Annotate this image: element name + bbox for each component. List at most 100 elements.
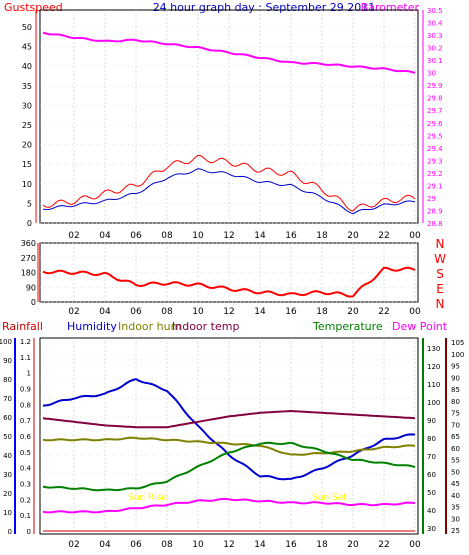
rain-y-tick: 0 — [27, 528, 31, 536]
temp-y-tick: 130 — [427, 345, 440, 353]
direction-y-tick: 270 — [21, 254, 36, 263]
direction-x-tick: 22 — [378, 307, 389, 317]
compass-label: W — [434, 252, 446, 266]
gust-y-tick: 35 — [22, 82, 32, 91]
right2-y-tick: 40 — [451, 492, 460, 500]
barometer-y-tick: 29.5 — [427, 132, 443, 140]
temp-y-tick: 50 — [427, 489, 436, 497]
climate-x-tick: 20 — [347, 540, 359, 550]
legend-dew-point: Dew Point — [392, 320, 448, 333]
climate-x-tick: 18 — [316, 540, 328, 550]
humidity-y-tick: 80 — [3, 376, 12, 384]
legend-rainfall: Rainfall — [2, 320, 43, 333]
direction-x-tick: 12 — [223, 307, 234, 317]
compass-label: E — [436, 282, 444, 296]
barometer-series — [42, 31, 416, 74]
wind-x-tick: 10 — [192, 231, 204, 241]
barometer-y-tick: 29.9 — [427, 82, 443, 90]
right2-y-tick: 90 — [451, 374, 460, 382]
right2-y-tick: 70 — [451, 421, 460, 429]
wind-series — [42, 168, 416, 215]
humidity-y-tick: 70 — [3, 395, 12, 403]
barometer-y-tick: 29.7 — [427, 107, 443, 115]
right2-y-tick: 35 — [451, 504, 460, 512]
right2-y-tick: 25 — [451, 527, 460, 535]
barometer-y-tick: 29.2 — [427, 170, 443, 178]
temp-y-tick: 80 — [427, 435, 436, 443]
direction-x-tick: 04 — [99, 307, 111, 317]
direction-x-tick: 00 — [409, 307, 421, 317]
right2-y-tick: 85 — [451, 386, 460, 394]
barometer-y-tick: 29.1 — [427, 182, 443, 190]
indoor-hum-series — [42, 436, 416, 456]
humidity-y-tick: 60 — [3, 414, 12, 422]
gust-y-tick: 0 — [27, 219, 32, 228]
climate-x-tick: 06 — [130, 540, 142, 550]
direction-y-tick: 360 — [21, 239, 36, 248]
sunset-annotation: Sun Set — [312, 493, 347, 503]
gust-y-tick: 45 — [22, 43, 32, 52]
temp-y-tick: 60 — [427, 471, 436, 479]
wind-x-tick: 20 — [347, 231, 359, 241]
rain-y-tick: 0.8 — [20, 401, 31, 409]
wind-x-tick: 02 — [68, 231, 79, 241]
direction-series — [42, 266, 416, 298]
barometer-y-tick: 28.8 — [427, 220, 443, 228]
right2-y-tick: 100 — [451, 351, 464, 359]
direction-x-tick: 06 — [130, 307, 142, 317]
humidity-y-tick: 100 — [0, 338, 12, 346]
direction-x-tick: 08 — [161, 307, 173, 317]
humidity-y-tick: 90 — [3, 357, 12, 365]
climate-x-tick: 04 — [99, 540, 111, 550]
wind-x-tick: 12 — [223, 231, 234, 241]
legend-indoor-hum: Indoor hum — [118, 320, 181, 333]
rain-y-tick: 0.2 — [20, 496, 31, 504]
temp-y-tick: 100 — [427, 399, 440, 407]
rain-y-tick: 1.2 — [20, 338, 31, 346]
gust-y-tick: 20 — [22, 141, 32, 150]
barometer-y-tick: 30.2 — [427, 45, 443, 53]
rain-y-tick: 0.1 — [20, 512, 31, 520]
legend-humidity: Humidity — [67, 320, 117, 333]
temp-y-tick: 70 — [427, 453, 436, 461]
gust-series — [42, 154, 416, 212]
wind-x-tick: 14 — [254, 231, 266, 241]
temp-y-tick: 40 — [427, 507, 436, 515]
right2-y-tick: 45 — [451, 480, 460, 488]
indoor-temp-series — [42, 409, 416, 429]
direction-y-tick: 0 — [31, 298, 36, 307]
barometer-y-tick: 30.3 — [427, 32, 443, 40]
gust-y-tick: 5 — [27, 199, 32, 208]
right2-y-tick: 55 — [451, 457, 460, 465]
barometer-y-tick: 30.5 — [427, 7, 443, 15]
temperature-series — [42, 441, 416, 492]
barometer-y-tick: 30.4 — [427, 20, 443, 28]
humidity-y-tick: 20 — [3, 490, 12, 498]
barometer-y-tick: 30 — [427, 70, 436, 78]
wind-x-tick: 18 — [316, 231, 328, 241]
right2-y-tick: 50 — [451, 468, 460, 476]
right2-y-tick: 65 — [451, 433, 460, 441]
humidity-series — [42, 378, 416, 481]
wind-x-tick: 16 — [285, 231, 297, 241]
barometer-y-tick: 29 — [427, 195, 436, 203]
gust-y-tick: 30 — [22, 101, 32, 110]
humidity-y-tick: 30 — [3, 471, 12, 479]
right2-y-tick: 30 — [451, 515, 460, 523]
temp-y-tick: 30 — [427, 525, 436, 533]
rain-y-tick: 1 — [27, 370, 31, 378]
direction-x-tick: 16 — [285, 307, 297, 317]
right2-y-tick: 60 — [451, 445, 460, 453]
legend-indoor-temp: Indoor temp — [172, 320, 239, 333]
wind-x-tick: 04 — [99, 231, 111, 241]
direction-y-tick: 180 — [21, 269, 36, 278]
right2-y-tick: 95 — [451, 363, 460, 371]
barometer-label: Barometer — [361, 1, 420, 14]
right2-y-tick: 80 — [451, 398, 460, 406]
barometer-y-tick: 29.6 — [427, 120, 443, 128]
wind-x-tick: 06 — [130, 231, 142, 241]
humidity-y-tick: 40 — [3, 452, 12, 460]
dew-point-series — [42, 498, 416, 514]
